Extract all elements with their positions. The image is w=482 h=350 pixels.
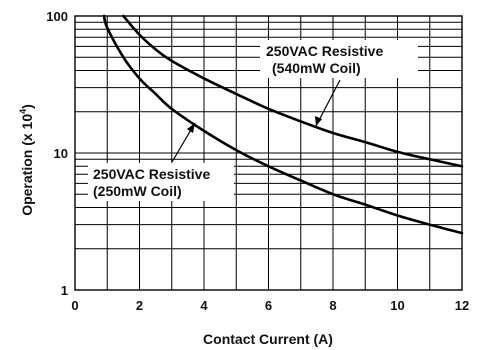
annotation-540mw-bg	[260, 40, 418, 78]
annotation-540mw-line1: 250VAC Resistive	[266, 43, 383, 59]
annotation-540mw-line2: (540mW Coil)	[272, 60, 361, 76]
annotation-250mw-arrowhead	[187, 123, 195, 133]
y-axis-title: Operation (x 104)	[18, 104, 35, 216]
x-tick-label: 4	[200, 298, 208, 313]
y-tick-label: 100	[46, 9, 68, 24]
annotation-250mw-line1: 250VAC Resistive	[93, 166, 210, 182]
annotation-540mw-arrowhead	[315, 116, 322, 126]
plot-frame	[74, 15, 463, 291]
y-axis-title-close: )	[19, 104, 35, 109]
tick-labels: 0 2 4 6 8 10 12 1 10 100	[46, 9, 469, 313]
svg-text:Operation (x 104): Operation (x 104)	[18, 104, 35, 216]
x-tick-label: 0	[71, 298, 78, 313]
series-line-0	[122, 14, 464, 168]
y-tick-label: 1	[61, 283, 68, 298]
y-axis-title-text: Operation (x 10	[19, 114, 35, 216]
x-tick-label: 10	[390, 298, 404, 313]
x-axis-title: Contact Current (A)	[203, 331, 333, 347]
annotation-540mw: 250VAC Resistive (540mW Coil)	[260, 40, 418, 127]
x-tick-label: 8	[329, 298, 336, 313]
x-tick-label: 12	[455, 298, 469, 313]
y-axis-title-exponent: 4	[18, 109, 28, 114]
curves	[102, 14, 464, 235]
y-tick-label: 10	[54, 146, 68, 161]
series-line-1	[102, 14, 464, 235]
annotation-250mw: 250VAC Resistive (250mW Coil)	[88, 122, 234, 201]
annotation-250mw-line2: (250mW Coil)	[93, 183, 182, 199]
x-tick-label: 2	[136, 298, 143, 313]
annotation-250mw-bg	[88, 163, 234, 201]
x-tick-label: 6	[265, 298, 272, 313]
